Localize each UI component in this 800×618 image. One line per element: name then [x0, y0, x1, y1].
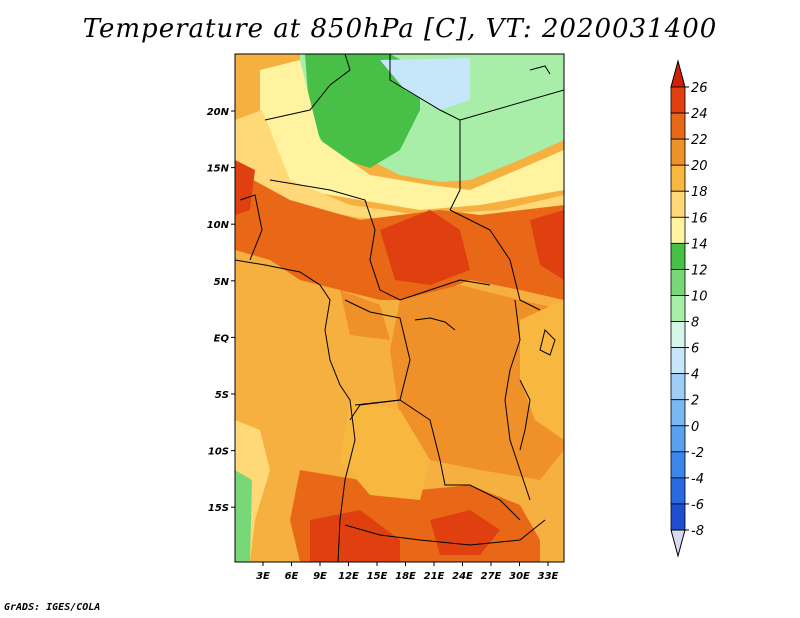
lon-tick-label: 30E [509, 571, 530, 582]
border-west [239, 194, 263, 261]
field-8-10 [380, 58, 470, 110]
colorbar-swatch [670, 425, 686, 453]
colorbar-label: 8 [691, 316, 699, 331]
lon-tick-label: 18E [395, 571, 416, 582]
colorbar-label: -8 [691, 524, 704, 539]
lon-tick-label: 33E [538, 571, 559, 582]
colorbar-label: -6 [691, 498, 704, 513]
field-18-20-east [520, 300, 564, 440]
lon-tick-label: 6E [285, 571, 299, 582]
border-northeast [459, 89, 564, 121]
credit-label: GrADS: IGES/COLA [4, 602, 101, 613]
temperature-field [235, 54, 564, 562]
border-north-1 [264, 54, 351, 121]
lat-tick-label: 20N [207, 107, 230, 118]
colorbar-swatch [670, 295, 686, 322]
colorbar-label: 10 [691, 289, 708, 304]
colorbar-label: 2 [691, 394, 699, 409]
longitude-axis: 3E 6E 9E 12E 15E 18E 21E 24E 27E 30E 33E [256, 562, 559, 582]
border-south [344, 519, 546, 546]
lon-tick-label: 24E [452, 571, 473, 582]
border-north-2 [389, 54, 461, 211]
colorbar-bottom-arrow [670, 529, 686, 558]
lake-tanganyika [519, 379, 531, 451]
colorbar-swatch [670, 112, 686, 140]
colorbar-label: -2 [691, 446, 704, 461]
border-angola [354, 399, 521, 521]
colorbar-swatch [670, 399, 686, 427]
colorbar-label: 6 [691, 342, 699, 357]
border-sahel [269, 179, 491, 301]
lon-tick-label: 9E [313, 571, 327, 582]
colorbar-top-arrow [670, 59, 686, 88]
field-20-22-rift [510, 400, 535, 470]
river-congo [414, 317, 456, 331]
colorbar-swatch [670, 86, 686, 114]
map-frame [234, 53, 565, 563]
colorbar-swatch [670, 190, 686, 218]
lat-tick-label: 15N [207, 164, 230, 175]
map-title: Temperature at 850hPa [C], VT: 202003140… [82, 14, 718, 44]
field-10-12-coast [235, 470, 252, 562]
coastline-west [235, 259, 356, 562]
lake-victoria [539, 329, 556, 356]
colorbar-swatch [670, 138, 686, 166]
colorbar-label: 26 [691, 81, 708, 96]
latitude-axis: 20N 15N 10N 5N EQ 5S 10S 15S [207, 107, 235, 514]
lat-tick-label: 5S [215, 390, 229, 401]
colorbar-swatch [670, 347, 686, 375]
colorbar-label: 22 [691, 133, 708, 148]
colorbar-swatch [670, 373, 686, 401]
colorbar-label: 4 [691, 368, 699, 383]
colorbar-label: 14 [691, 237, 708, 252]
colorbar-swatch [670, 321, 686, 348]
lat-tick-label: 10N [207, 220, 230, 231]
colorbar-swatch [670, 503, 686, 531]
colorbar-swatch [670, 242, 686, 270]
field-16-18 [235, 110, 564, 220]
lon-tick-label: 15E [367, 571, 388, 582]
field-14-16 [260, 60, 564, 210]
lat-tick-label: 15S [208, 503, 229, 514]
lat-tick-label: 10S [208, 447, 229, 458]
lon-tick-label: 27E [481, 571, 502, 582]
colorbar-swatch [670, 269, 686, 296]
field-24-26-central [380, 210, 470, 285]
border-rift [504, 299, 531, 501]
colorbar-label: 12 [691, 263, 708, 278]
colorbar-swatch [670, 477, 686, 505]
colorbar-swatch [670, 216, 686, 244]
border-east-1 [449, 209, 541, 311]
lon-tick-label: 3E [256, 571, 270, 582]
field-24-26-east [530, 210, 564, 280]
red-sea-coast [529, 65, 551, 75]
colorbar-label: 18 [691, 185, 708, 200]
field-20-22-west [340, 290, 390, 340]
lat-tick-label: EQ [214, 333, 230, 344]
colorbar-label: -4 [691, 472, 704, 487]
colorbar-label: 0 [691, 420, 699, 435]
border-congo [344, 299, 411, 421]
field-24-26-west [235, 160, 255, 215]
colorbar-swatch [670, 164, 686, 192]
lat-tick-label: 5N [214, 277, 230, 288]
country-borders [235, 54, 564, 562]
colorbar-label: 16 [691, 211, 708, 226]
lon-tick-label: 21E [424, 571, 445, 582]
colorbar-swatch [670, 451, 686, 479]
field-18-20-south [340, 400, 430, 500]
colorbar-label: 20 [691, 159, 708, 174]
lon-tick-label: 12E [338, 571, 359, 582]
field-24-26-south [310, 510, 400, 562]
colorbar-label: 24 [691, 107, 708, 122]
